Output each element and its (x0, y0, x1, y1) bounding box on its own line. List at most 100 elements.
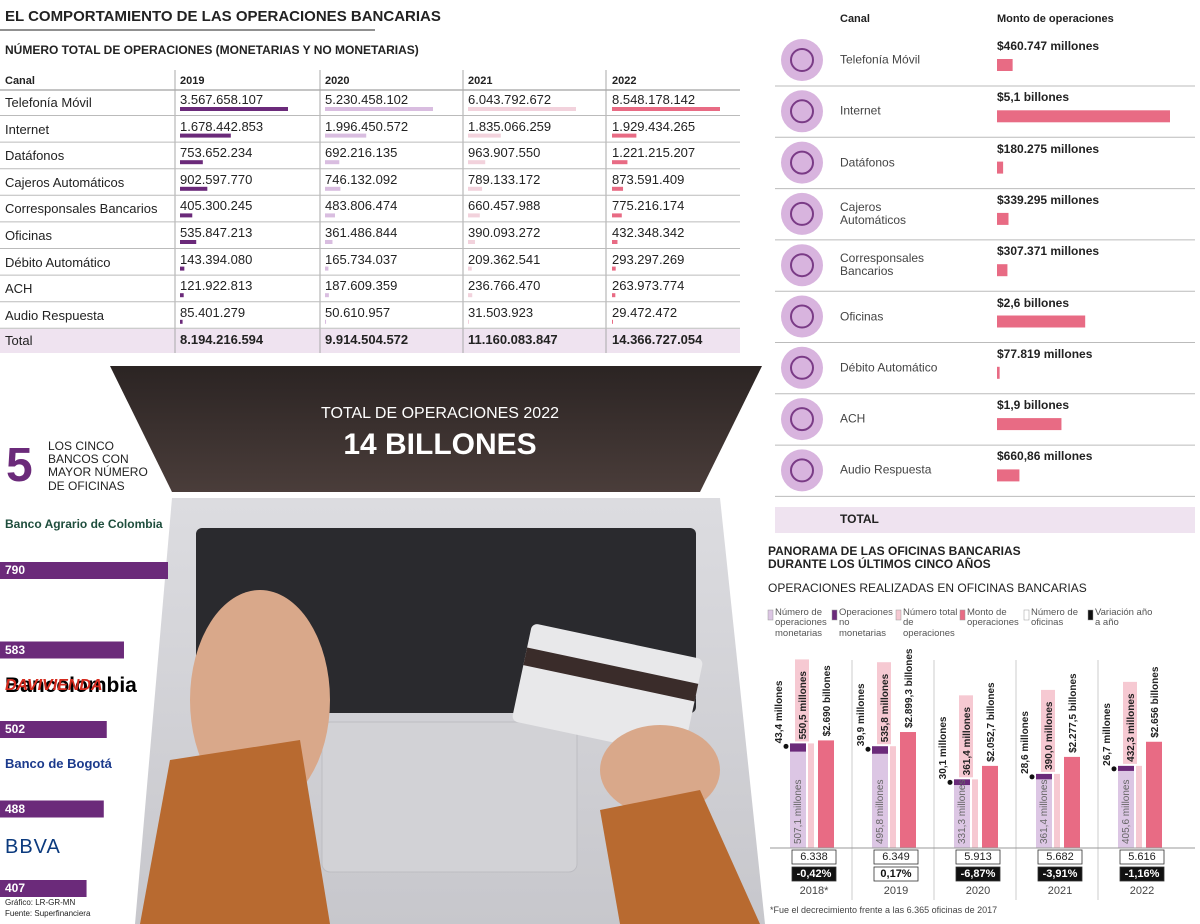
cell-value: 535.847.213 (180, 225, 253, 240)
variacion-box (955, 866, 1001, 882)
cell-bar (612, 107, 720, 111)
total-row-bg (0, 329, 740, 353)
amount-bar (997, 366, 1000, 379)
cell-bar (612, 319, 613, 324)
total-value: 11.160.083.847 (468, 332, 558, 347)
no-monetarias-bar (1118, 765, 1134, 771)
no-monetarias-dot (865, 746, 871, 752)
oficinas-box (1119, 849, 1165, 865)
oficinas-label: 5.913 (964, 851, 992, 863)
amount-bar (997, 264, 1008, 277)
monto-label: $2.899,3 billones (904, 648, 915, 728)
no-monetarias-dot (1111, 766, 1117, 772)
bank-bar (0, 641, 124, 659)
cell-value: 405.300.245 (180, 198, 253, 214)
cell-value: 361.486.844 (325, 225, 398, 240)
amount-label: $339.295 millones (997, 192, 1100, 207)
legend-swatch (1087, 609, 1094, 621)
channel-icon-inner (790, 355, 814, 380)
channel-label: Oficinas (840, 308, 884, 323)
bank-bar (0, 880, 87, 897)
channel-label: Corresponsales Bancarios (5, 201, 158, 217)
monetarias-bar (954, 785, 970, 848)
channel-label: Telefonía Móvil (5, 95, 92, 110)
cell-bar (180, 213, 193, 218)
headline-title: TOTAL DE OPERACIONES 2022 (320, 405, 560, 422)
cell-value: 143.394.080 (180, 251, 253, 267)
cell-bar (325, 133, 367, 138)
channel-label: Audio Respuesta (5, 307, 105, 323)
cell-bar (612, 213, 622, 218)
credit: Fuente: Superfinanciera (5, 909, 91, 918)
channel-icon (781, 295, 823, 338)
channel-label: Débito Automático (840, 360, 938, 375)
cell-bar (468, 293, 473, 298)
column-header: 2021 (468, 75, 493, 87)
cell-value: 263.973.774 (612, 278, 685, 294)
legend-label: Variación año a año (1095, 607, 1153, 629)
bank-name: Bancolombia (5, 673, 137, 697)
channel-icon (781, 398, 823, 441)
channel-icon-inner (790, 99, 814, 124)
column-header: Canal (840, 13, 870, 25)
no-monetarias-bar (872, 746, 888, 754)
column-header: 2022 (612, 75, 637, 87)
total-label: 432,3 millones (1126, 693, 1137, 762)
cell-value: 902.597.770 (180, 171, 253, 187)
cell-value: 121.922.813 (180, 278, 253, 294)
monetarias-bar (1036, 779, 1052, 848)
cell-bar (612, 293, 616, 298)
oficinas-box (1037, 849, 1083, 865)
channel-label: Datáfonos (840, 155, 895, 169)
cell-value: 1.835.066.259 (468, 118, 552, 134)
channel-label: ACH (840, 411, 866, 426)
cell-value: 6.043.792.672 (468, 92, 552, 107)
channel-label: Internet (840, 103, 881, 118)
cell-bar (180, 107, 288, 111)
cell-bar (325, 107, 433, 111)
amount-label: $180.275 millones (997, 141, 1100, 156)
legend-label: Operaciones no monetarias (839, 607, 893, 639)
cell-bar (325, 186, 341, 191)
monetarias-bar (872, 753, 888, 848)
total-label-bg (1041, 689, 1055, 772)
monetarias-bar (1118, 770, 1134, 848)
cell-value: 1.221.215.207 (612, 145, 696, 161)
no-monetarias-label: 30,1 millones (938, 716, 949, 779)
amount-label: $5,1 billones (997, 90, 1070, 105)
column-header: 2020 (325, 75, 350, 87)
channel-icon (781, 244, 823, 287)
page-title: EL COMPORTAMIENTO DE LAS OPERACIONES BAN… (5, 8, 441, 25)
channel-icon (781, 141, 823, 184)
no-monetarias-dot (947, 779, 953, 785)
legend-swatch (1023, 609, 1030, 621)
amount-label: $2,6 billones (997, 295, 1070, 310)
amount-bar (997, 418, 1062, 431)
total-label-bg (877, 662, 891, 745)
column-header: Canal (5, 75, 35, 87)
amount-bar (997, 469, 1020, 482)
monetarias-label: 331,3 millones (957, 780, 968, 844)
monetarias-label: 405,6 millones (1121, 780, 1132, 844)
banks-number: 5 (6, 439, 33, 492)
variacion-label: -3,91% (1042, 868, 1078, 880)
offices-subtitle: OPERACIONES REALIZADAS EN OFICINAS BANCA… (768, 581, 1087, 595)
monetarias-label: 361,4 millones (1039, 780, 1050, 844)
variacion-label: -1,16% (1124, 868, 1160, 880)
channel-icon (781, 39, 823, 81)
cell-value: 1.678.442.853 (180, 118, 264, 134)
cell-bar (612, 186, 624, 191)
cell-bar (468, 266, 472, 271)
year-label: 2022 (1129, 885, 1155, 897)
bank-name: BBVA (5, 836, 61, 858)
headline-value: 14 BILLONES (343, 428, 537, 461)
bank-value: 407 (5, 881, 26, 895)
total-label: 535,8 millones (880, 673, 891, 742)
cell-value: 753.652.234 (180, 145, 253, 161)
monto-bar (1064, 756, 1080, 848)
laptop-lid (110, 366, 762, 492)
variacion-label: -0,42% (796, 868, 832, 880)
cell-bar (325, 240, 333, 244)
oficinas-box (791, 849, 837, 865)
